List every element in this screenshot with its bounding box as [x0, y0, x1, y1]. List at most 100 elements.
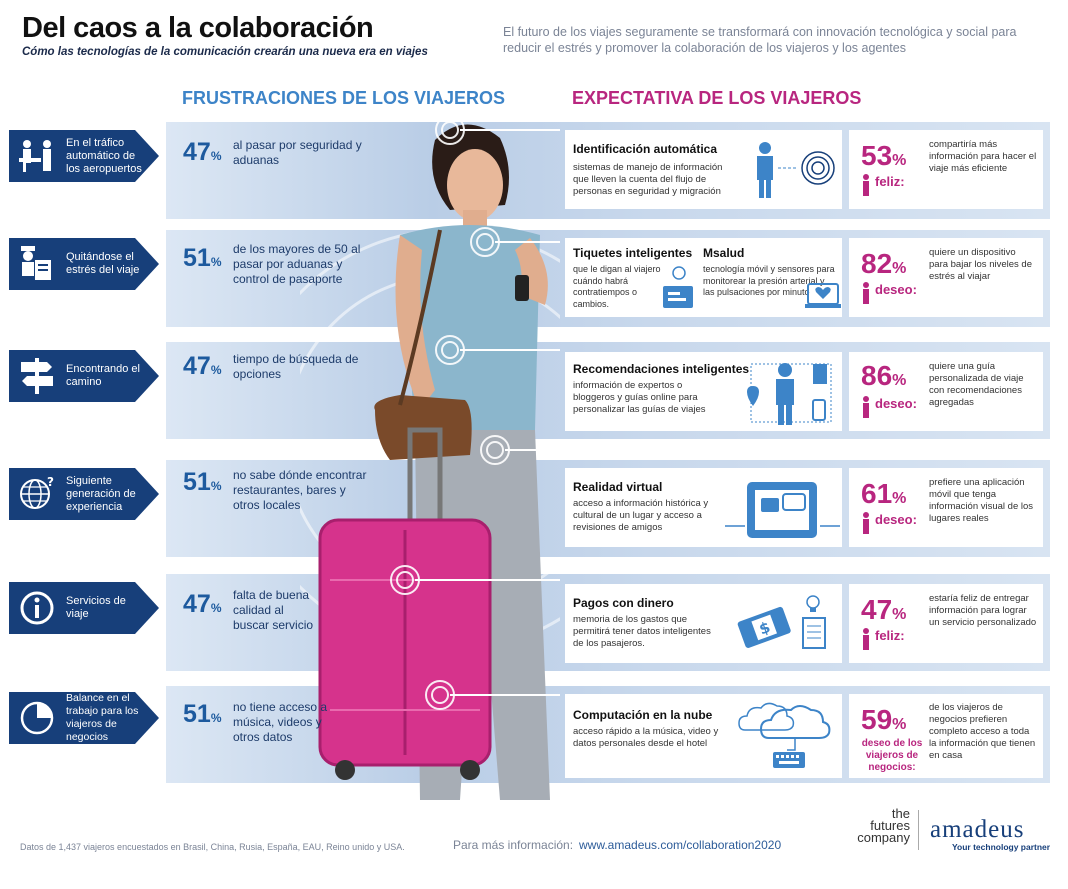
frustration-text: no tiene acceso a música, videos y otros… — [233, 700, 328, 744]
expectation-card: Realidad virtual acceso a información hi… — [565, 468, 842, 547]
expectation-card: Tiquetes inteligentes que le digan al vi… — [565, 238, 842, 317]
person-icon — [863, 282, 869, 304]
airport-check-icon — [19, 140, 51, 172]
stat-box: 61% deseo: prefiere una aplicación móvil… — [849, 468, 1043, 547]
stat-text: estaría feliz de entregar información pa… — [929, 593, 1037, 628]
svg-text:?: ? — [47, 475, 54, 489]
stat-label: feliz: — [875, 174, 905, 189]
expectation-title: Computación en la nube — [573, 708, 713, 722]
expectation-title: Identificación automática — [573, 142, 718, 156]
stat-box: 59% deseo de los viajeros de negocios: d… — [849, 694, 1043, 778]
frustration-text: al pasar por seguridad y aduanas — [233, 138, 362, 167]
stat-percent: 61% — [861, 478, 907, 509]
stat-box: 86% deseo: quiere una guía personalizada… — [849, 352, 1043, 431]
cloud-keyboard-icon — [738, 702, 831, 768]
footer-note: Datos de 1,437 viajeros encuestados en B… — [20, 842, 405, 852]
stat-text: compartiría más información para hacer e… — [929, 139, 1037, 174]
footer-more-label: Para más información: — [453, 838, 574, 852]
expectation-desc: que le digan al viajero cuándo habrá con… — [573, 264, 661, 309]
partner-logo: the futures company — [857, 806, 910, 845]
frustration-percent: 47% — [183, 590, 222, 618]
expectation-desc-2: tecnología móvil y sensores para monitor… — [703, 264, 835, 297]
ribbon-label: Quitándose el estrés del viaje — [66, 251, 140, 276]
stat-text: quiere un dispositivo para bajar los niv… — [929, 247, 1032, 282]
expectation-desc: información de expertos o bloggeros y gu… — [573, 380, 706, 415]
frustration-text: tiempo de búsqueda de opciones — [233, 352, 359, 381]
expectation-title: Realidad virtual — [573, 480, 663, 494]
stat-text: de los viajeros de negocios prefieren co… — [929, 702, 1036, 761]
ribbon-label: En el tráfico automático de los aeropuer… — [66, 136, 142, 175]
person-icon — [863, 512, 869, 534]
person-icon — [863, 174, 869, 196]
ribbon-label: Balance en el trabajo para los viajeros … — [66, 692, 139, 743]
page-title: Del caos a la colaboración — [22, 12, 374, 44]
stat-percent: 47% — [861, 594, 907, 625]
ribbon-airport-traffic: En el tráfico automático de los aeropuer… — [9, 130, 159, 182]
ribbon-label: Servicios de viaje — [66, 595, 126, 620]
person-icon — [863, 628, 869, 650]
frustration-percent: 47% — [183, 352, 222, 380]
mobile-payment-icon: $ — [737, 595, 826, 649]
expectation-title: Recomendaciones inteligentes — [573, 362, 750, 376]
expectation-title: Tiquetes inteligentes — [573, 246, 693, 260]
stat-percent: 53% — [861, 140, 907, 171]
traveler-illustration — [300, 115, 560, 800]
person-icon — [863, 396, 869, 418]
expectation-card: Identificación automática sistemas de ma… — [565, 130, 842, 209]
stat-text: quiere una guía personalizada de viaje c… — [929, 361, 1024, 408]
ribbon-travel-services: Servicios de viaje — [9, 582, 159, 634]
brand-tagline: Your technology partner — [952, 842, 1051, 852]
info-icon — [20, 591, 54, 625]
ribbon-label: Siguiente generación de experiencia — [66, 474, 136, 513]
globe-question-icon: ? — [20, 475, 54, 509]
frustration-percent: 51% — [183, 468, 222, 496]
ribbon-next-generation: ? Siguiente generación de experiencia — [9, 468, 159, 520]
stat-text: prefiere una aplicación móvil que tenga … — [929, 477, 1034, 524]
ribbon-finding-way: Encontrando el camino — [9, 350, 159, 402]
footer-link[interactable]: www.amadeus.com/collaboration2020 — [579, 838, 782, 852]
expectation-desc: sistemas de manejo de información que ll… — [573, 162, 723, 197]
stat-box: 53% feliz: compartiría más información p… — [849, 130, 1043, 209]
expectation-desc: memoria de los gastos que permitirá tene… — [573, 614, 711, 649]
brand-logo: amadeus — [930, 816, 1025, 843]
stat-box: 47% feliz: estaría feliz de entregar inf… — [849, 584, 1043, 663]
expectation-desc: acceso a información histórica y cultura… — [573, 498, 709, 533]
frustrations-heading: FRUSTRACIONES DE LOS VIAJEROS — [182, 88, 506, 108]
page-subtitle: Cómo las tecnologías de la comunicación … — [22, 46, 428, 58]
person-id-scan-icon — [757, 142, 835, 198]
expectation-card: Recomendaciones inteligentes información… — [565, 352, 842, 431]
ribbon-label: Encontrando el camino — [66, 363, 140, 388]
person-devices-icon — [747, 363, 832, 425]
footer-divider — [918, 810, 919, 850]
frustration-text: de los mayores de 50 al pasar por aduana… — [233, 242, 361, 286]
frustration-text: no sabe dónde encontrar restaurantes, ba… — [233, 468, 367, 512]
stat-percent: 86% — [861, 360, 907, 391]
expectation-desc: acceso rápido a la música, video y datos… — [573, 726, 719, 749]
stat-label: deseo de los viajeros de negocios: — [861, 738, 923, 773]
stat-label: deseo: — [875, 396, 917, 411]
signpost-icon — [21, 358, 53, 394]
heart-monitor-icon — [805, 283, 841, 308]
intro-text: El futuro de los viajes seguramente se t… — [503, 25, 1017, 55]
expectation-card: Computación en la nube acceso rápido a l… — [565, 694, 842, 778]
stat-percent: 82% — [861, 248, 907, 279]
stat-label: deseo: — [875, 512, 917, 527]
expectations-heading: EXPECTATIVA DE LOS VIAJEROS — [572, 88, 862, 108]
expectation-card: Pagos con dinero memoria de los gastos q… — [565, 584, 842, 663]
frustration-percent: 51% — [183, 244, 222, 272]
frustration-percent: 51% — [183, 700, 222, 728]
stat-box: 82% deseo: quiere un dispositivo para ba… — [849, 238, 1043, 317]
ribbon-travel-stress: Quitándose el estrés del viaje — [9, 238, 159, 290]
expectation-title-2: Msalud — [703, 246, 745, 260]
customs-officer-icon — [21, 246, 51, 280]
tablet-chat-icon — [725, 482, 840, 538]
pie-chart-icon — [20, 701, 54, 735]
frustration-text: falta de buena calidad al buscar servici… — [233, 588, 314, 632]
stat-label: feliz: — [875, 628, 905, 643]
expectation-title: Pagos con dinero — [573, 596, 674, 610]
stat-label: deseo: — [875, 282, 917, 297]
frustration-percent: 47% — [183, 138, 222, 166]
smart-ticket-icon — [663, 266, 693, 308]
stat-percent: 59% — [861, 704, 907, 735]
ribbon-work-balance: Balance en el trabajo para los viajeros … — [9, 692, 159, 744]
